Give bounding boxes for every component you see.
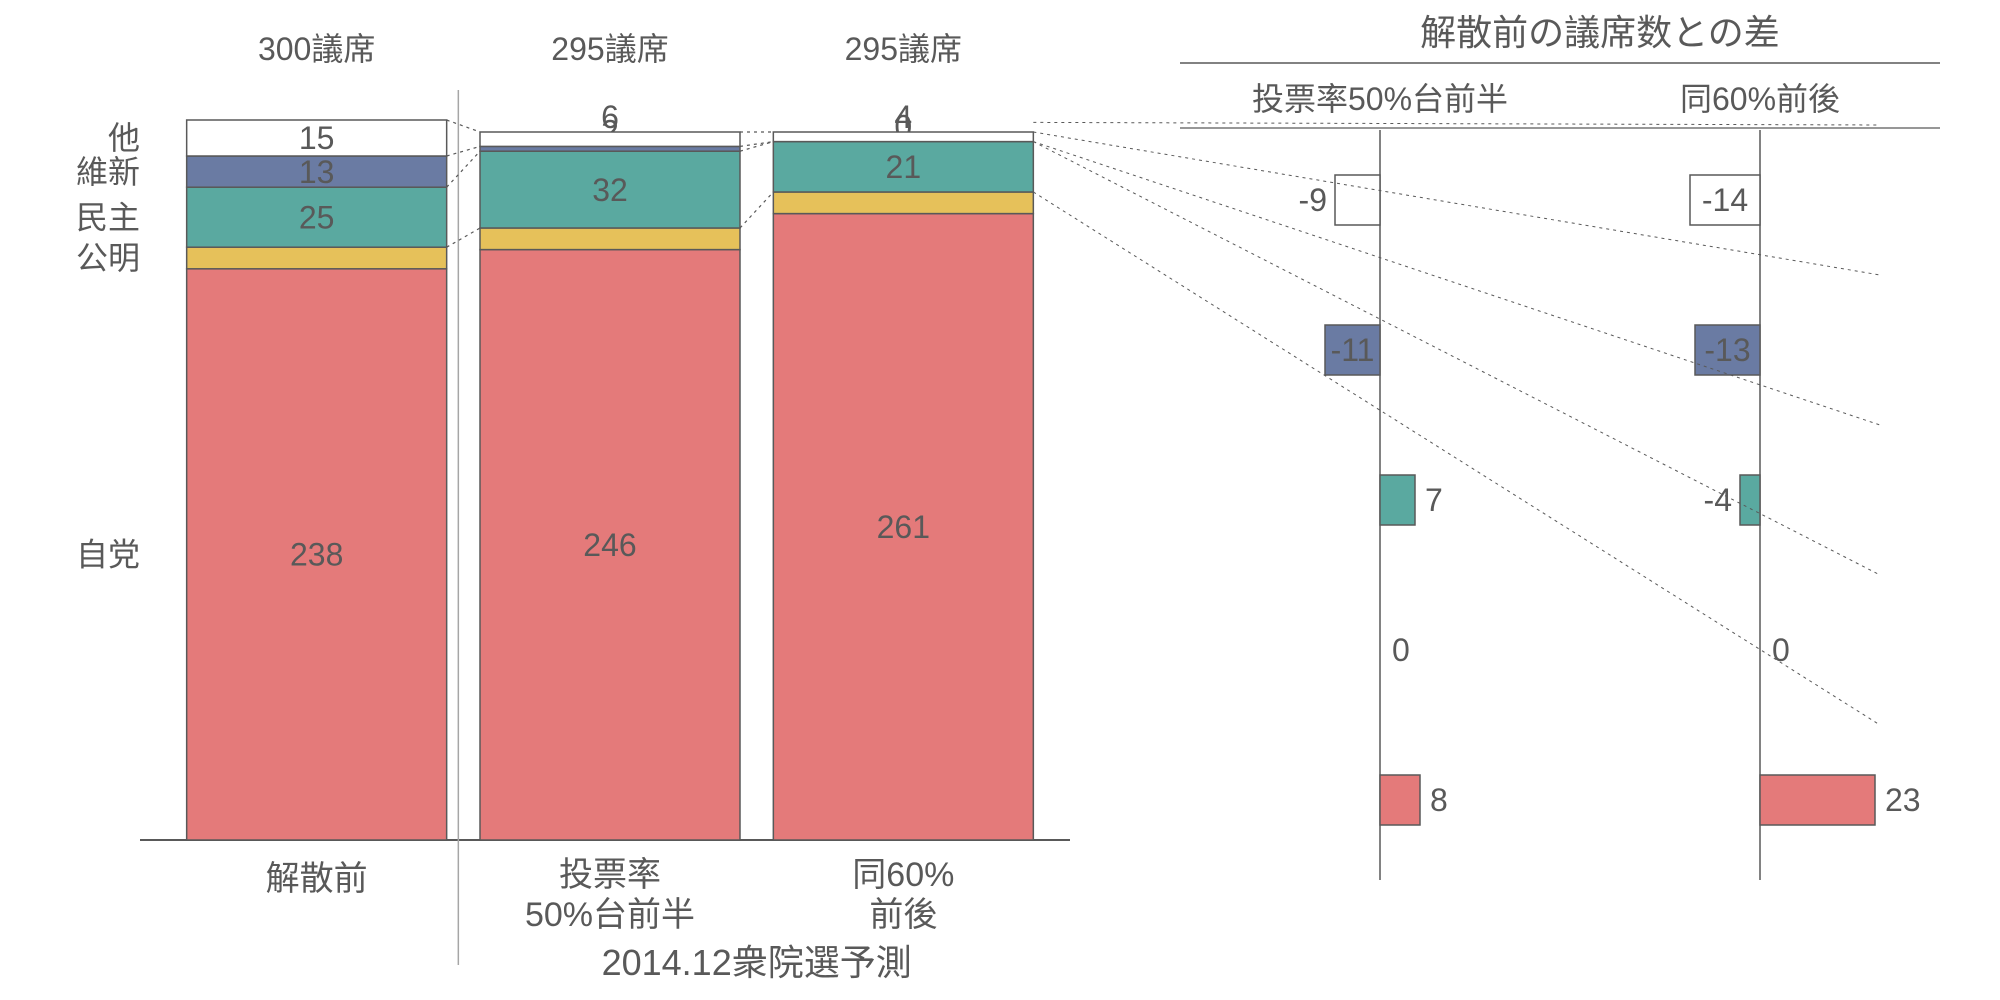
diff-bar-d50-minshu [1380, 475, 1415, 525]
diff-value-d50-ishin: -11 [1331, 332, 1375, 368]
diff-bar-d60-minshu [1740, 475, 1760, 525]
connector-pre-p50-ishin [447, 146, 480, 156]
seg-value-pre-jimin: 238 [290, 537, 343, 573]
diff-bar-d50-other [1335, 175, 1380, 225]
connector-pre-p50-other [447, 120, 480, 132]
seg-value-p60-jimin: 261 [877, 509, 930, 545]
diff-value-d50-komei: 0 [1392, 632, 1410, 668]
footer-label: 2014.12衆院選予測 [602, 942, 912, 983]
xlabel-p50-l1: 投票率 [559, 856, 661, 894]
diff-value-d50-jimin: 8 [1430, 782, 1448, 818]
diff-value-d60-ishin: -13 [1704, 332, 1750, 368]
fan-connector-komei [1033, 192, 1880, 725]
party-label-komei: 公明 [76, 240, 140, 276]
connector-p50-p60-ishin [740, 142, 773, 147]
total-label-p60: 295議席 [845, 31, 962, 67]
seg-value-pre-ishin: 13 [299, 154, 335, 190]
connector-p50-p60-komei [740, 192, 773, 228]
diff-value-d60-other: -14 [1702, 182, 1748, 218]
party-label-jimin: 自党 [76, 537, 140, 573]
seg-value-p50-minshu: 32 [592, 172, 628, 208]
party-label-minshu: 民主 [76, 199, 140, 235]
diff-header-d60: 同60%前後 [1680, 81, 1840, 117]
seg-p60-komei [773, 192, 1033, 214]
party-label-ishin: 維新 [76, 154, 140, 190]
xlabel-p60-l2: 前後 [869, 896, 937, 934]
election-seat-chart: 300議席2389251315解散前295議席24693226投票率50%台前半… [0, 0, 2000, 1000]
seg-value-p50-other: 6 [601, 99, 619, 135]
seg-p50-komei [480, 228, 740, 250]
connector-pre-p50-komei [447, 228, 480, 247]
fan-connector-top [1033, 122, 1880, 125]
diff-value-d50-other: -9 [1299, 182, 1327, 218]
seg-value-pre-minshu: 25 [299, 199, 335, 235]
diff-value-d50-minshu: 7 [1425, 482, 1443, 518]
seg-value-p60-other: 4 [894, 99, 912, 135]
seg-pre-komei [187, 247, 447, 269]
xlabel-pre: 解散前 [266, 860, 368, 898]
diff-header-d50: 投票率50%台前半 [1252, 81, 1508, 117]
connector-p50-p60-minshu [740, 142, 773, 152]
total-label-p50: 295議席 [551, 31, 668, 67]
xlabel-p50-l2: 50%台前半 [525, 896, 695, 934]
xlabel-p60-l1: 同60% [852, 856, 954, 894]
diff-value-d60-jimin: 23 [1885, 782, 1921, 818]
connector-pre-p50-minshu [447, 151, 480, 187]
diff-title: 解散前の議席数との差 [1420, 12, 1780, 53]
diff-bar-d50-jimin [1380, 775, 1420, 825]
diff-value-d60-minshu: -4 [1704, 482, 1732, 518]
seg-value-p50-jimin: 246 [583, 527, 636, 563]
total-label-pre: 300議席 [258, 31, 375, 67]
diff-bar-d60-jimin [1760, 775, 1875, 825]
seg-value-pre-other: 15 [299, 120, 335, 156]
seg-value-p60-minshu: 21 [886, 149, 922, 185]
party-label-other: 他 [108, 120, 140, 156]
